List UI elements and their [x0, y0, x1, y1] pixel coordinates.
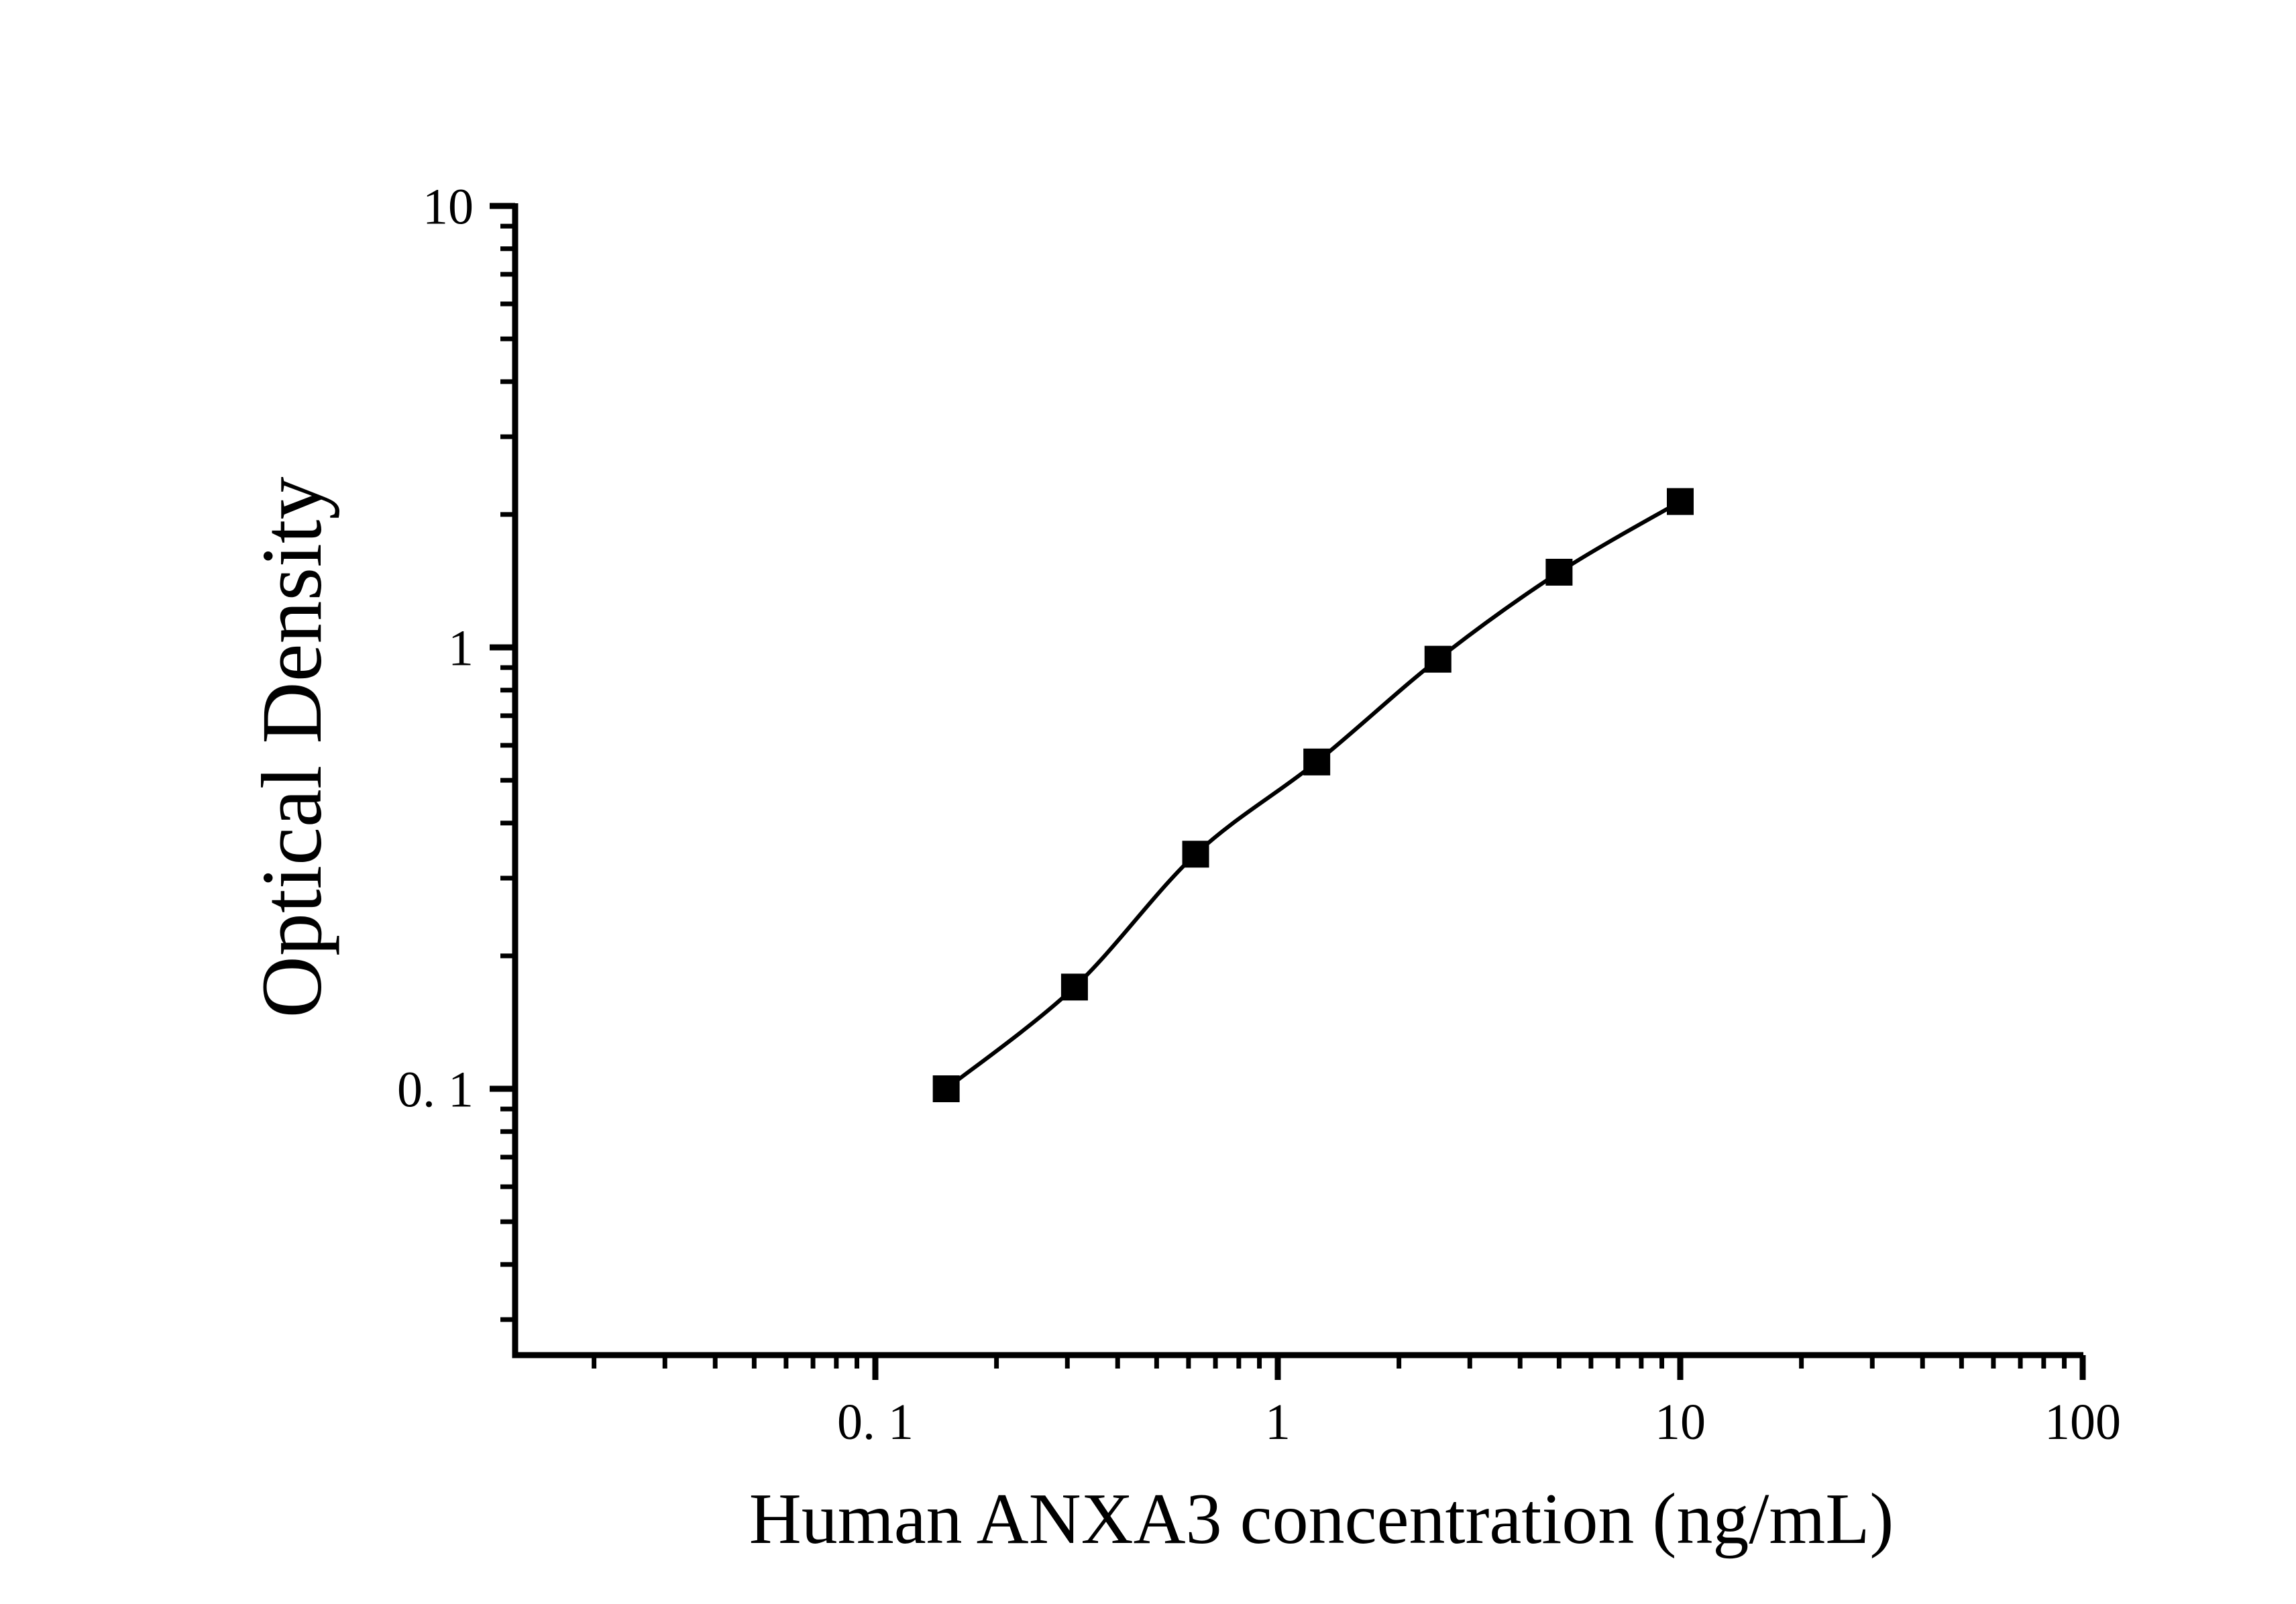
x-axis-tick-labels: 0. 1 1 10 100 — [837, 1394, 2121, 1450]
data-point-marker — [1667, 488, 1694, 515]
data-point-marker — [1303, 748, 1331, 776]
y-tick-label: 1 — [448, 621, 474, 677]
y-tick-label: 10 — [423, 179, 474, 235]
data-series — [932, 488, 1694, 1102]
y-axis-ticks — [490, 203, 515, 1322]
x-tick-label: 0. 1 — [837, 1394, 914, 1450]
data-point-marker — [1545, 558, 1573, 586]
curve-line — [944, 500, 1682, 1091]
y-axis-tick-labels: 0. 1 1 10 — [397, 179, 474, 1118]
data-point-marker — [1424, 645, 1452, 673]
data-point-marker — [1182, 841, 1209, 868]
data-point-marker — [932, 1075, 960, 1102]
data-point-marker — [1060, 973, 1088, 1001]
x-tick-label: 10 — [1655, 1394, 1706, 1450]
axes — [512, 203, 2083, 1358]
x-tick-label: 100 — [2044, 1394, 2121, 1450]
x-tick-label: 1 — [1265, 1394, 1291, 1450]
y-tick-label: 0. 1 — [397, 1062, 474, 1118]
x-axis-title: Human ANXA3 concentration (ng/mL) — [749, 1479, 1894, 1559]
x-axis-ticks — [592, 1355, 2086, 1380]
y-axis-title: Optical Density — [244, 477, 339, 1018]
